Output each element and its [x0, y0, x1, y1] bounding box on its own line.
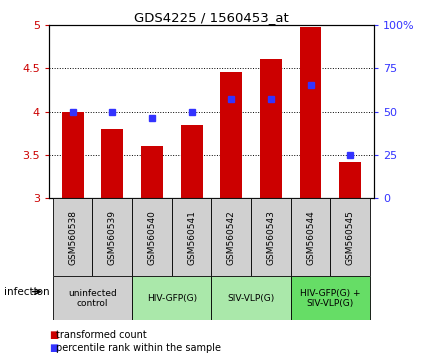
Bar — [181, 125, 203, 198]
Text: GSM560538: GSM560538 — [68, 210, 77, 265]
Text: percentile rank within the sample: percentile rank within the sample — [56, 343, 221, 353]
Text: GSM560545: GSM560545 — [346, 210, 355, 265]
Bar — [53, 276, 132, 320]
Text: GSM560540: GSM560540 — [147, 210, 156, 265]
Text: GSM560543: GSM560543 — [266, 210, 275, 265]
Text: infection: infection — [4, 287, 50, 297]
Text: ■: ■ — [49, 330, 58, 339]
Text: SIV-VLP(G): SIV-VLP(G) — [227, 294, 275, 303]
Bar — [132, 276, 212, 320]
Bar — [339, 162, 361, 198]
Title: GDS4225 / 1560453_at: GDS4225 / 1560453_at — [134, 11, 289, 24]
Bar — [62, 112, 84, 198]
Text: GSM560539: GSM560539 — [108, 210, 117, 265]
Bar — [93, 198, 132, 276]
Bar — [212, 198, 251, 276]
Bar — [330, 198, 370, 276]
Bar — [53, 198, 93, 276]
Text: GSM560544: GSM560544 — [306, 210, 315, 264]
Text: HIV-GFP(G) +
SIV-VLP(G): HIV-GFP(G) + SIV-VLP(G) — [300, 289, 361, 308]
Text: transformed count: transformed count — [56, 330, 147, 339]
Bar — [291, 276, 370, 320]
Bar — [102, 129, 123, 198]
Bar — [291, 198, 330, 276]
Bar — [132, 198, 172, 276]
Text: HIV-GFP(G): HIV-GFP(G) — [147, 294, 197, 303]
Text: uninfected
control: uninfected control — [68, 289, 117, 308]
Bar — [300, 27, 321, 198]
Bar — [260, 59, 282, 198]
Bar — [141, 146, 163, 198]
Text: GSM560542: GSM560542 — [227, 210, 236, 264]
Bar — [212, 276, 291, 320]
Bar — [220, 73, 242, 198]
Text: GSM560541: GSM560541 — [187, 210, 196, 265]
Bar — [251, 198, 291, 276]
Bar — [172, 198, 212, 276]
Text: ■: ■ — [49, 343, 58, 353]
